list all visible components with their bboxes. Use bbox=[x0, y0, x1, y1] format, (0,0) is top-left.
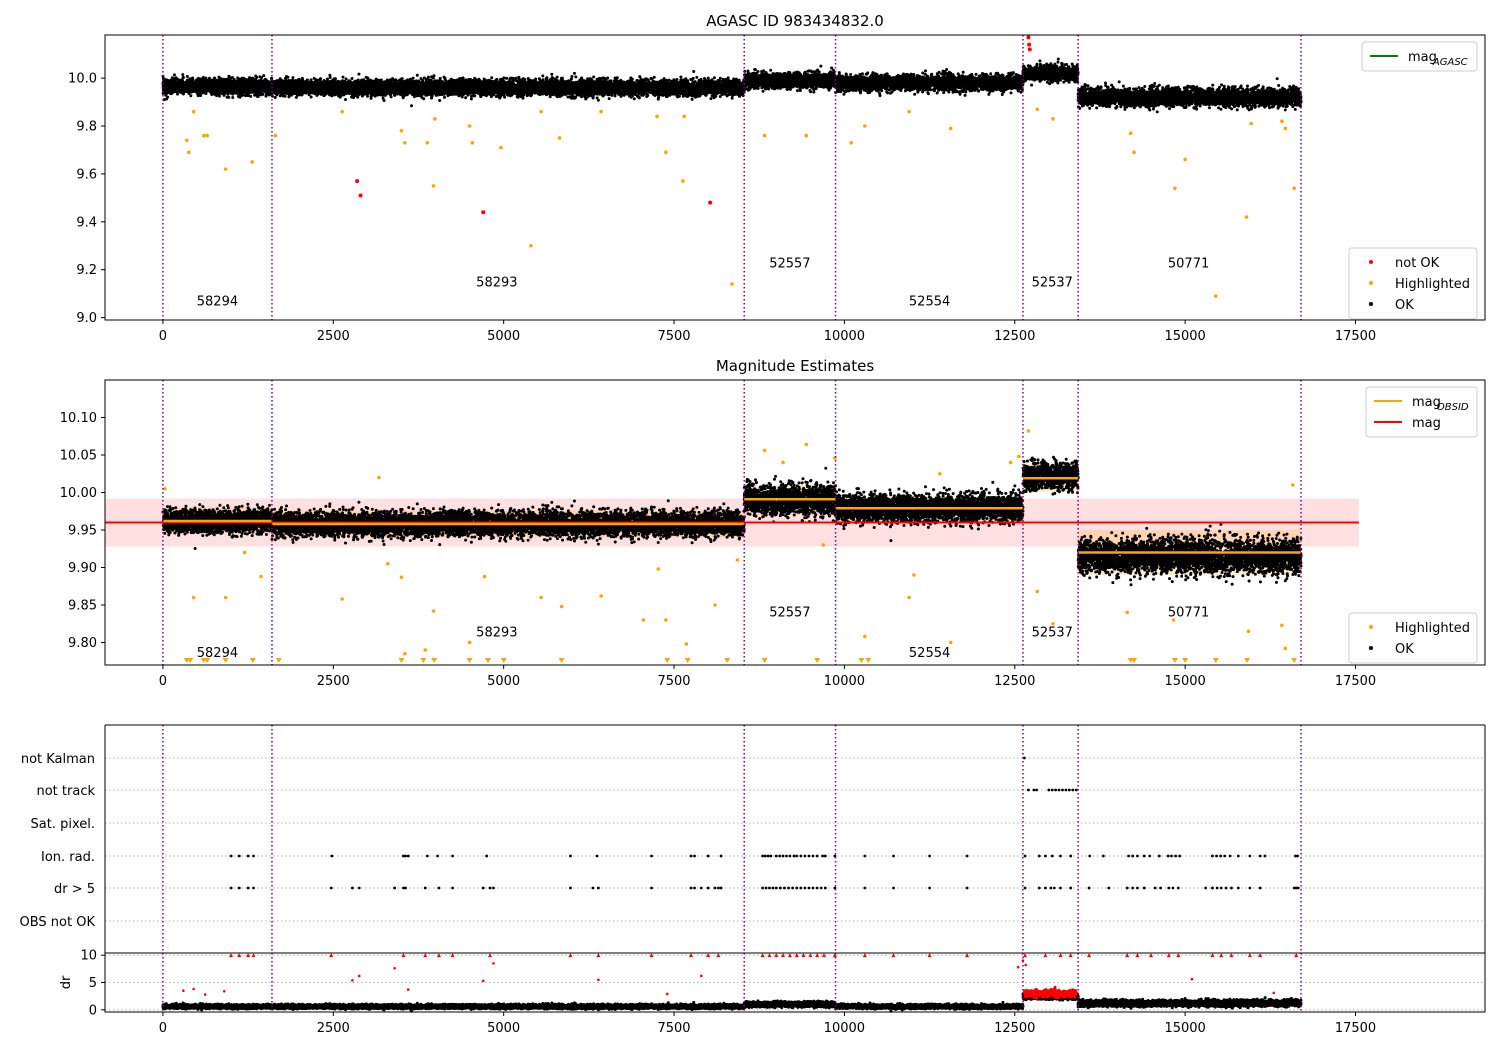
ok-point bbox=[227, 93, 230, 96]
chart-title: AGASC ID 983434832.0 bbox=[706, 12, 884, 30]
ok-point bbox=[232, 90, 235, 93]
ok-point bbox=[570, 75, 573, 78]
ok-point bbox=[205, 81, 208, 84]
ok-point bbox=[254, 81, 257, 84]
ok-point bbox=[171, 90, 174, 93]
ok-point bbox=[183, 81, 186, 84]
ok-point bbox=[227, 75, 230, 78]
ok-point bbox=[258, 75, 261, 78]
ok-point bbox=[228, 80, 231, 83]
ok-point bbox=[194, 81, 197, 84]
ok-point bbox=[244, 78, 247, 81]
ok-point bbox=[173, 73, 176, 76]
ok-point bbox=[181, 91, 184, 94]
agasc-magnitude-panel: AGASC ID 983434832.058294582935255752554… bbox=[68, 12, 1485, 344]
ok-point bbox=[180, 81, 183, 84]
ok-point bbox=[416, 74, 419, 77]
ok-point bbox=[177, 78, 180, 81]
ok-point bbox=[713, 76, 716, 79]
ok-point bbox=[180, 86, 183, 89]
ok-point bbox=[200, 82, 203, 85]
ok-point bbox=[231, 96, 234, 99]
ok-point bbox=[351, 77, 354, 80]
ok-point bbox=[707, 77, 710, 80]
ok-point bbox=[222, 84, 225, 87]
ok-point bbox=[166, 81, 169, 84]
ok-point bbox=[219, 77, 222, 80]
ok-point bbox=[185, 79, 188, 82]
ok-point bbox=[251, 77, 254, 80]
ok-point bbox=[186, 90, 189, 93]
ok-point bbox=[176, 84, 179, 87]
ok-point bbox=[189, 94, 192, 97]
ok-point bbox=[223, 94, 226, 97]
ok-point bbox=[238, 87, 241, 90]
ok-point bbox=[226, 96, 229, 99]
ok-point bbox=[470, 98, 473, 101]
ok-point bbox=[344, 98, 347, 101]
ok-point bbox=[240, 94, 243, 97]
ok-point bbox=[255, 93, 258, 96]
ok-point bbox=[167, 89, 170, 92]
ok-point bbox=[691, 98, 694, 101]
ok-point bbox=[542, 78, 545, 81]
ok-point bbox=[247, 85, 250, 88]
ok-point bbox=[188, 87, 191, 90]
ok-point bbox=[176, 93, 179, 96]
ok-point bbox=[171, 76, 174, 79]
ok-point bbox=[165, 78, 168, 81]
ok-point bbox=[264, 85, 267, 88]
ok-point bbox=[356, 96, 359, 99]
ok-point bbox=[247, 79, 250, 82]
ok-point bbox=[204, 84, 207, 87]
ok-point bbox=[225, 86, 228, 89]
ok-point bbox=[260, 81, 263, 84]
ok-point bbox=[249, 95, 252, 98]
ok-point bbox=[259, 88, 262, 91]
ok-point bbox=[209, 91, 212, 94]
ok-point bbox=[170, 81, 173, 84]
ok-point bbox=[217, 82, 220, 85]
ok-point bbox=[230, 84, 233, 87]
ok-point bbox=[550, 73, 553, 76]
ok-point bbox=[246, 94, 249, 97]
ok-point bbox=[186, 75, 189, 78]
ok-point bbox=[182, 85, 185, 88]
ok-point bbox=[166, 85, 169, 88]
ok-point bbox=[592, 76, 595, 79]
ok-point bbox=[181, 73, 184, 76]
ok-point bbox=[541, 74, 544, 77]
ok-point bbox=[222, 78, 225, 81]
ok-point bbox=[490, 76, 493, 79]
ok-point bbox=[196, 93, 199, 96]
ok-point bbox=[196, 87, 199, 90]
ok-point bbox=[165, 98, 168, 101]
ok-point bbox=[238, 78, 241, 81]
ok-point bbox=[251, 84, 254, 87]
ok-point bbox=[215, 79, 218, 82]
ok-point bbox=[202, 89, 205, 92]
ok-point bbox=[213, 87, 216, 90]
ok-point bbox=[573, 72, 576, 75]
ok-point bbox=[209, 87, 212, 90]
ok-point bbox=[213, 77, 216, 80]
ok-point bbox=[606, 76, 609, 79]
ok-point bbox=[218, 93, 221, 96]
ok-point bbox=[185, 84, 188, 87]
ok-point bbox=[253, 89, 256, 92]
ok-point bbox=[236, 85, 239, 88]
ok-point bbox=[242, 82, 245, 85]
ok-point bbox=[382, 97, 385, 100]
ok-point bbox=[231, 93, 234, 96]
ok-point bbox=[241, 87, 244, 90]
ok-point bbox=[189, 82, 192, 85]
ok-point bbox=[237, 82, 240, 85]
ok-point bbox=[255, 86, 258, 89]
